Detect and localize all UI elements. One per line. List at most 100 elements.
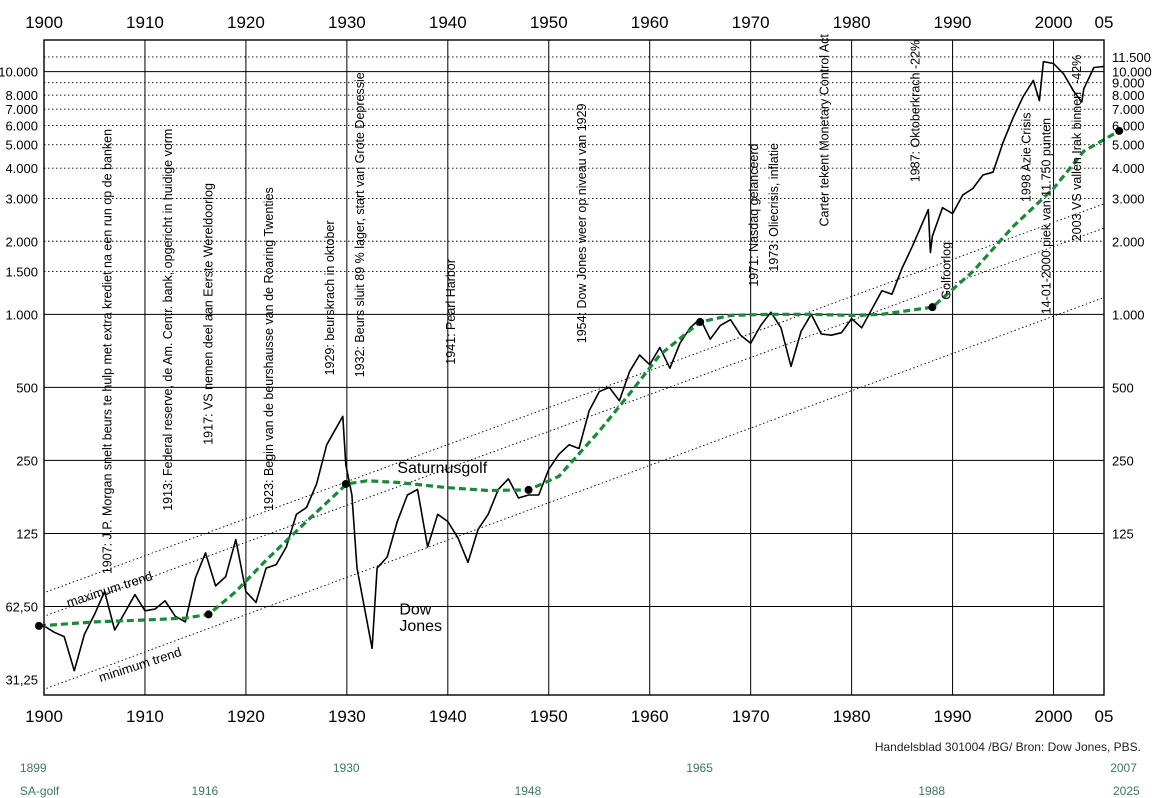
annotation-label: 1941: Pearl Harbor — [444, 259, 458, 365]
annotation-label: 14-01-2000 piek van 11.750 punten — [1040, 118, 1054, 315]
wave-point — [1115, 126, 1124, 135]
annotation-label: 1973: Oliecrisis, inflatie — [767, 143, 781, 272]
dow-label: Dow — [399, 601, 431, 618]
x-tick-top: 1900 — [25, 13, 63, 32]
x-tick-top: 1980 — [833, 13, 871, 32]
minimum-trend-label: minimum trend — [97, 644, 183, 685]
x-tick-top: 1910 — [126, 13, 164, 32]
y-tick-right: 8.000 — [1112, 88, 1145, 103]
cycle-label: 1965 — [686, 761, 713, 775]
x-tick-bottom: 1980 — [833, 707, 871, 726]
annotation-label: 1917: VS nemen deel aan Eerste Wereldoor… — [202, 183, 216, 445]
annotations-layer: 1907: J.P. Morgan snelt beurs te hulp me… — [65, 34, 1084, 685]
y-tick-right: 250 — [1112, 453, 1134, 468]
axis-ticks: 1900 1900 1910 1910 1920 1920 1930 1930 1940 1940… — [0, 13, 1152, 726]
plot-frame — [43, 39, 1105, 696]
annotation-label: -42% — [1070, 55, 1084, 84]
annotation-label: Carter tekent Monetary Control Act — [817, 34, 831, 227]
cycle-label: 1916 — [191, 784, 219, 798]
wave-point — [524, 485, 533, 494]
wave-point — [928, 303, 937, 312]
y-tick-right: 5.000 — [1112, 138, 1145, 153]
annotation-label: 1998 Azie Crisis — [1019, 112, 1033, 202]
y-tick-right: 3.000 — [1112, 192, 1145, 207]
jones-label: Jones — [399, 618, 442, 635]
y-tick-left: 10.000 — [0, 65, 38, 80]
wave-point — [204, 610, 213, 619]
gridlines — [44, 56, 1104, 608]
cycle-label: 1948 — [514, 784, 542, 798]
y-tick-right: 1.000 — [1112, 307, 1145, 322]
x-tick-bottom: 1950 — [530, 707, 568, 726]
series-layer — [34, 60, 1124, 672]
cycle-label: 2025 — [1113, 784, 1140, 798]
golfoorlog-label: Golfoorlog — [940, 242, 954, 300]
x-tick-bottom: 1990 — [934, 707, 972, 726]
cycle-label: 2007 — [1110, 761, 1137, 775]
y-tick-left: 5.000 — [5, 138, 38, 153]
saturnusgolf-label: Saturnusgolf — [397, 460, 487, 477]
cycle-label: SA-golf — [19, 784, 60, 798]
y-tick-left: 250 — [16, 453, 38, 468]
x-tick-bottom: 2000 — [1035, 707, 1073, 726]
wave-point — [696, 317, 705, 326]
annotation-label: 1923: Begin van de beurshausse van de Ro… — [262, 187, 276, 511]
dow-jones-line — [43, 60, 1105, 672]
year-lines — [144, 40, 1105, 695]
x-tick-bottom: 1970 — [732, 707, 770, 726]
y-tick-left: 500 — [16, 380, 38, 395]
y-tick-left: 62,50 — [5, 600, 38, 615]
x-tick-bottom: 1960 — [631, 707, 669, 726]
y-tick-left: 1.000 — [5, 307, 38, 322]
x-tick-bottom: 1900 — [25, 707, 63, 726]
y-tick-left: 7.000 — [5, 102, 38, 117]
x-tick-top: 1990 — [934, 13, 972, 32]
annotation-label: 1913: Federal reserve, de Am. Centr. ban… — [161, 129, 175, 511]
y-tick-left: 2.000 — [5, 234, 38, 249]
wave-point — [341, 479, 350, 488]
x-tick-bottom: 1930 — [328, 707, 366, 726]
x-tick-bottom: 1910 — [126, 707, 164, 726]
y-tick-left: 6.000 — [5, 118, 38, 133]
y-tick-left: 31,25 — [5, 673, 38, 688]
y-tick-right: 6.000 — [1112, 118, 1145, 133]
y-tick-left: 8.000 — [5, 88, 38, 103]
annotation-label: 1954: Dow Jones weer op niveau van 1929 — [575, 103, 589, 343]
y-tick-left: 3.000 — [5, 192, 38, 207]
y-tick-right: 4.000 — [1112, 161, 1145, 176]
x-tick-bottom: 1940 — [429, 707, 467, 726]
y-tick-right: 7.000 — [1112, 102, 1145, 117]
y-tick-left: 1.500 — [5, 265, 38, 280]
source-credit: Handelsblad 301004 /BG/ Bron: Dow Jones,… — [874, 740, 1141, 754]
annotation-label: 1987: Oktoberkrach -22% — [908, 40, 922, 182]
x-tick-top: 1930 — [328, 13, 366, 32]
y-tick-right: 11.500 — [1112, 50, 1151, 65]
y-tick-right: 9.000 — [1112, 76, 1145, 91]
y-tick-left: 4.000 — [5, 161, 38, 176]
annotation-label: 1929: beurskrach in oktober — [323, 220, 337, 375]
y-tick-right: 125 — [1112, 526, 1134, 541]
x-tick-top: 2000 — [1035, 13, 1073, 32]
wave-point — [34, 621, 43, 630]
cycle-label: 1899 — [19, 761, 47, 775]
annotation-label: 1907: J.P. Morgan snelt beurs te hulp me… — [101, 129, 115, 574]
x-tick-top: 1950 — [530, 13, 568, 32]
y-tick-right: 10.000 — [1112, 65, 1152, 80]
x-tick-top: 1920 — [227, 13, 265, 32]
saturnusgolf-line — [38, 129, 1120, 628]
x-tick-bottom: 05 — [1095, 707, 1114, 726]
x-tick-top: 05 — [1095, 13, 1114, 32]
cycle-label: 1930 — [332, 761, 360, 775]
annotation-label: 2003 VS vallen Irak binnen — [1070, 92, 1084, 241]
x-tick-bottom: 1920 — [227, 707, 265, 726]
y-tick-left: 125 — [16, 526, 38, 541]
cycle-label: 1988 — [918, 784, 946, 798]
x-tick-top: 1970 — [732, 13, 770, 32]
y-tick-right: 2.000 — [1112, 234, 1145, 249]
y-tick-right: 500 — [1112, 380, 1134, 395]
annotation-label: 1971: Nasdaq gelanceerd — [747, 143, 761, 286]
x-tick-top: 1960 — [631, 13, 669, 32]
annotation-label: 1932: Beurs sluit 89 % lager, start van … — [353, 72, 367, 377]
x-tick-top: 1940 — [429, 13, 467, 32]
